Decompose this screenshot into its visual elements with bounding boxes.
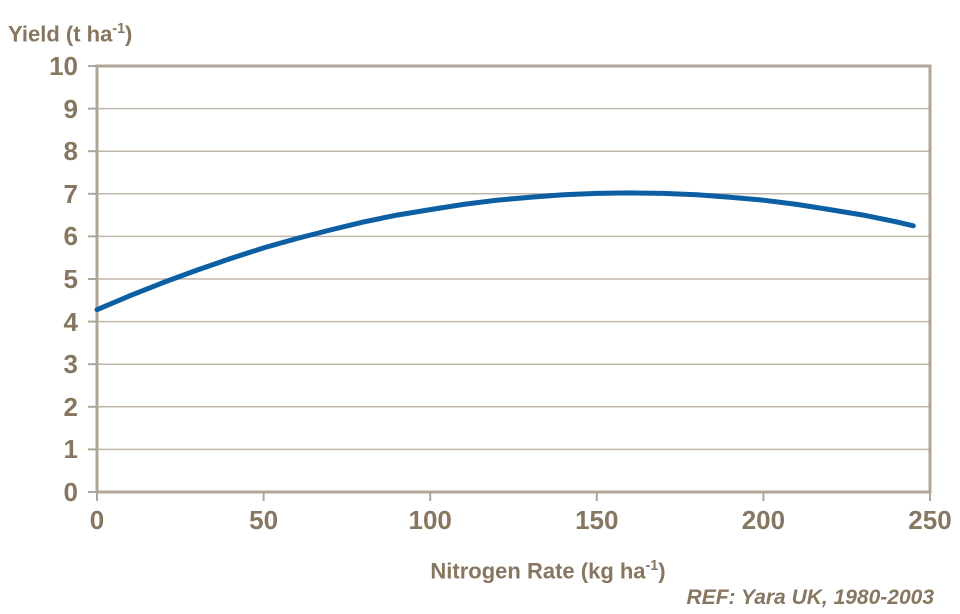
x-tick-label-150: 150	[575, 505, 619, 535]
y-axis-title: Yield (t ha-1)	[8, 16, 132, 47]
x-tick-label-50: 50	[249, 505, 279, 535]
y-tick-label-9: 9	[63, 93, 78, 124]
y-tick-label-5: 5	[63, 264, 78, 294]
y-tick-label-0: 0	[63, 477, 78, 507]
yield-response-curve	[94, 190, 916, 313]
y-axis-title-superscript: -1	[112, 21, 126, 37]
plot-border	[95, 64, 932, 494]
x-axis-title-close: )	[658, 558, 666, 584]
x-tick-label-100: 100	[408, 505, 452, 535]
reference-note: REF: Yara UK, 1980-2003	[686, 586, 934, 609]
y-tick-label-7: 7	[63, 178, 78, 209]
x-tick-label-0: 0	[89, 505, 105, 535]
x-tick-label-200: 200	[741, 505, 786, 535]
y-tick-label-10: 10	[49, 51, 78, 81]
y-tick-label-8: 8	[63, 136, 78, 167]
x-axis-title-text: Nitrogen Rate (kg ha	[430, 558, 646, 584]
y-tick-label-2: 2	[63, 391, 78, 422]
x-axis-title: Nitrogen Rate (kg ha-1)	[430, 553, 665, 584]
y-tick-label-1: 1	[63, 434, 78, 465]
y-tick-label-4: 4	[63, 306, 78, 337]
y-tick-label-6: 6	[63, 221, 78, 252]
x-tick-label-250: 250	[908, 505, 952, 535]
y-tick-label-3: 3	[63, 349, 78, 380]
y-axis-title-close: )	[125, 21, 133, 47]
y-axis-title-text: Yield (t ha	[8, 21, 113, 47]
x-axis-title-superscript: -1	[645, 558, 659, 574]
